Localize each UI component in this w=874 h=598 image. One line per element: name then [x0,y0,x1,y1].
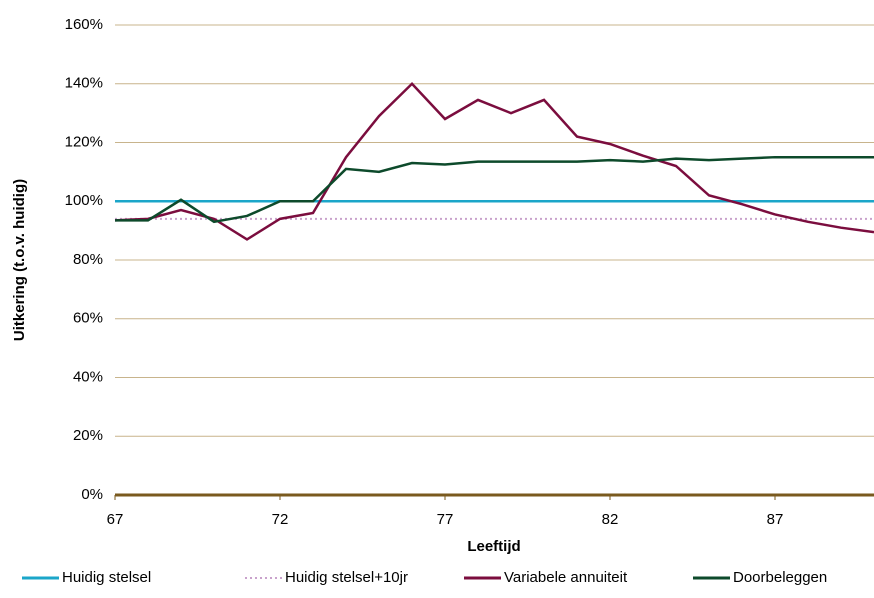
x-axis-title: Leeftijd [467,538,520,555]
y-tick-label: 120% [65,133,103,150]
y-tick-label: 160% [65,16,103,33]
legend-label: Huidig stelsel [62,569,151,586]
y-tick-label: 100% [65,192,103,209]
x-tick-label: 87 [767,511,784,528]
y-tick-label: 140% [65,75,103,92]
y-tick-label: 0% [81,486,103,503]
data-line [115,155,874,224]
legend-label: Variabele annuiteit [504,569,628,586]
x-tick-label: 77 [437,511,454,528]
x-tick-label: 67 [107,511,124,528]
y-axis-title: Uitkering (t.o.v. huidig) [11,179,28,341]
y-tick-label: 40% [73,368,103,385]
data-line [114,81,874,241]
y-tick-label: 20% [73,427,103,444]
y-tick-label: 80% [73,251,103,268]
legend-label: Huidig stelsel+10jr [285,569,408,586]
y-tick-label: 60% [73,310,103,327]
x-tick-label: 82 [602,511,619,528]
legend-label: Doorbeleggen [733,569,827,586]
x-tick-label: 72 [272,511,289,528]
